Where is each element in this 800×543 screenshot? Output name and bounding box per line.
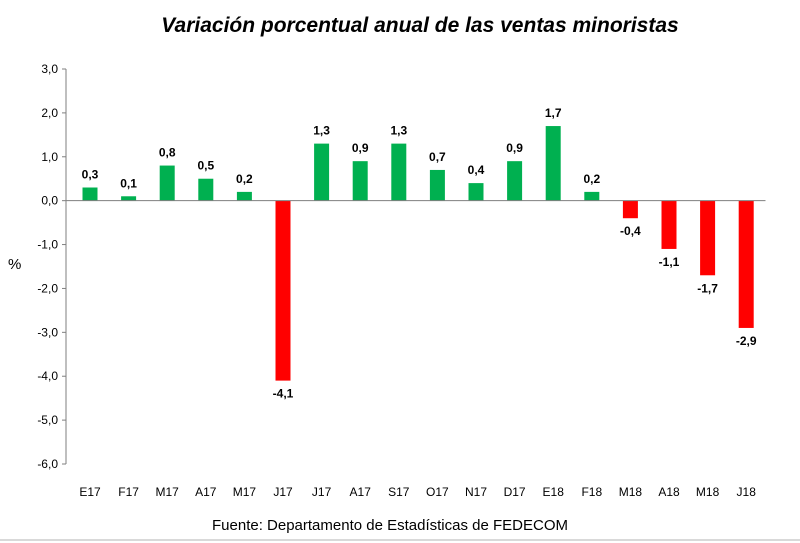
- y-tick-label: -2,0: [37, 281, 58, 295]
- x-tick-label: M18: [619, 485, 643, 499]
- data-label: 0,9: [506, 141, 523, 155]
- y-tick-label: 2,0: [41, 106, 58, 120]
- x-tick-label: F17: [118, 485, 139, 499]
- y-tick-label: 1,0: [41, 150, 58, 164]
- x-tick-label: E18: [543, 485, 565, 499]
- data-label: 0,1: [120, 176, 137, 190]
- data-label: -0,4: [620, 224, 641, 238]
- bar: [121, 196, 137, 201]
- bar: [700, 200, 716, 276]
- x-tick-label: S17: [388, 485, 410, 499]
- data-label: 1,3: [313, 124, 330, 138]
- x-tick-label: A18: [658, 485, 680, 499]
- data-label: 0,9: [352, 141, 369, 155]
- y-tick-label: -5,0: [37, 413, 58, 427]
- x-tick-label: A17: [195, 485, 217, 499]
- bar: [661, 200, 677, 249]
- y-tick-label: -6,0: [37, 457, 58, 471]
- data-label: 0,3: [82, 168, 99, 182]
- bar: [314, 143, 330, 201]
- y-tick-label: -3,0: [37, 325, 58, 339]
- data-label: 0,7: [429, 150, 446, 164]
- x-tick-label: N17: [465, 485, 487, 499]
- bar: [391, 143, 407, 201]
- bar: [429, 169, 445, 201]
- x-tick-label: M17: [233, 485, 257, 499]
- bar-chart: 3,0 2,0 1,0 0,0 -1,0 -2,0 -3,0 -4,0 -5,0 -6,0 0,3…: [37, 62, 766, 499]
- y-tick-label: -4,0: [37, 369, 58, 383]
- bar: [82, 187, 98, 201]
- x-axis: E17 F17 M17 A17 M17 J17 J17 A17 S17 O17 N17 D17 E18 F…: [66, 200, 766, 499]
- bar: [236, 191, 252, 201]
- data-label: 0,5: [197, 159, 214, 173]
- bar: [738, 200, 754, 328]
- x-tick-label: F18: [581, 485, 602, 499]
- y-axis-label: %: [8, 256, 22, 273]
- data-label: -1,1: [659, 255, 680, 269]
- x-tick-label: O17: [426, 485, 449, 499]
- bar: [468, 183, 484, 201]
- chart-title: Variación porcentual anual de las ventas…: [161, 14, 679, 37]
- bar: [275, 200, 291, 381]
- bar: [622, 200, 638, 219]
- bar: [352, 161, 368, 201]
- data-label: 0,2: [583, 172, 600, 186]
- bar: [159, 165, 175, 201]
- x-tick-label: J17: [312, 485, 332, 499]
- bottom-divider: [0, 539, 800, 541]
- data-label: 1,7: [545, 106, 562, 120]
- x-tick-label: J17: [273, 485, 293, 499]
- bar: [545, 126, 561, 201]
- bar: [198, 178, 214, 201]
- x-tick-label: M17: [156, 485, 180, 499]
- bar: [584, 191, 600, 201]
- data-label: 0,8: [159, 146, 176, 160]
- bar: [507, 161, 523, 201]
- x-tick-label: M18: [696, 485, 720, 499]
- data-label: 0,4: [468, 163, 485, 177]
- bars: 0,3 0,1 0,8 0,5 0,2 -4,1 1,3 0,9 1,3 0,7 0,4 0,9 1,7…: [82, 106, 757, 401]
- x-tick-label: E17: [79, 485, 101, 499]
- y-tick-label: 3,0: [41, 62, 58, 76]
- x-tick-label: D17: [504, 485, 526, 499]
- data-label: 1,3: [390, 124, 407, 138]
- data-label: -4,1: [273, 387, 294, 401]
- data-label: -1,7: [697, 281, 718, 295]
- data-label: 0,2: [236, 172, 253, 186]
- y-tick-label: -1,0: [37, 238, 58, 252]
- y-axis: 3,0 2,0 1,0 0,0 -1,0 -2,0 -3,0 -4,0 -5,0 -6,0: [37, 62, 67, 471]
- y-tick-label: 0,0: [41, 194, 58, 208]
- x-tick-label: J18: [737, 485, 757, 499]
- source-note: Fuente: Departamento de Estadísticas de …: [212, 517, 568, 534]
- x-tick-label: A17: [350, 485, 372, 499]
- data-label: -2,9: [736, 334, 757, 348]
